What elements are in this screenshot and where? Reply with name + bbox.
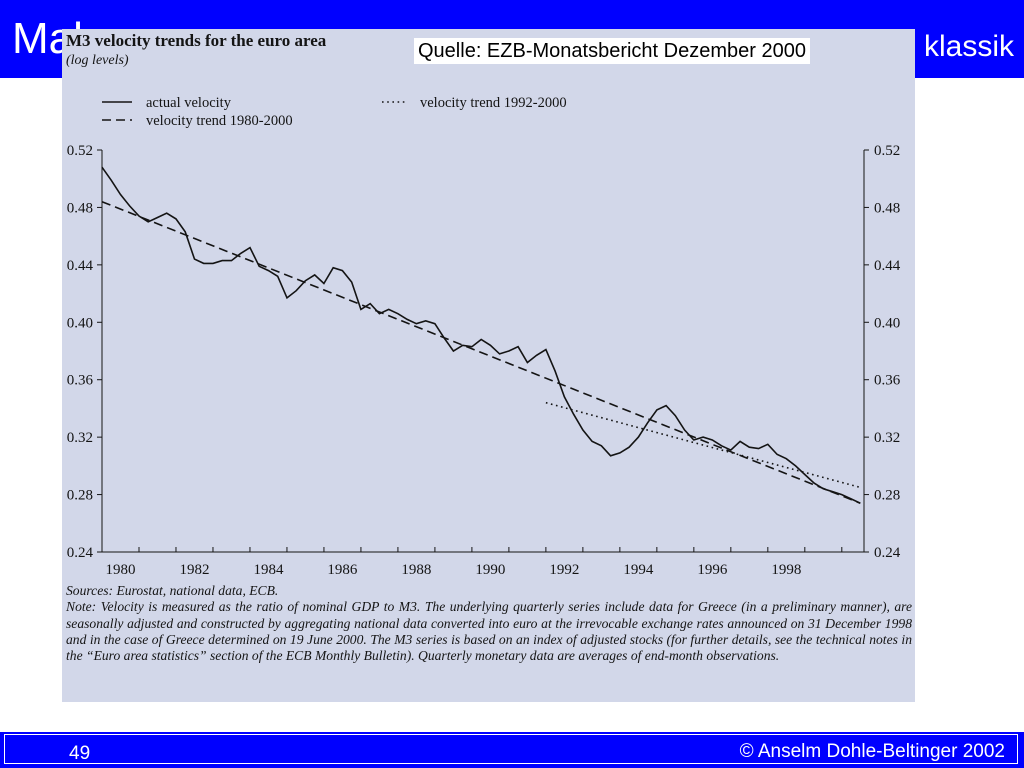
y-tick-label-right: 0.40 bbox=[874, 315, 900, 331]
x-tick-label: 1992 bbox=[549, 562, 579, 578]
chart-title: M3 velocity trends for the euro area bbox=[66, 31, 327, 50]
slide-title-right: klassik bbox=[923, 30, 1014, 63]
y-tick-label-left: 0.44 bbox=[67, 258, 94, 274]
y-tick-label-left: 0.28 bbox=[67, 488, 93, 504]
copyright-text: © Anselm Dohle-Beltinger 2002 bbox=[739, 741, 1005, 762]
y-tick-label-right: 0.36 bbox=[874, 373, 901, 389]
y-tick-label-left: 0.36 bbox=[67, 373, 94, 389]
y-tick-label-left: 0.48 bbox=[67, 200, 93, 216]
y-tick-label-left: 0.40 bbox=[67, 315, 93, 331]
legend-label-2: velocity trend 1980-2000 bbox=[146, 113, 293, 129]
legend-label-1: actual velocity bbox=[146, 95, 232, 111]
notes-explanation: Note: Velocity is measured as the ratio … bbox=[66, 599, 912, 664]
footer-frame: 49 © Anselm Dohle-Beltinger 2002 bbox=[4, 734, 1018, 764]
x-tick-label: 1996 bbox=[697, 562, 728, 578]
x-tick-label: 1980 bbox=[105, 562, 135, 578]
chart-subtitle: (log levels) bbox=[66, 53, 129, 68]
legend-label-3: velocity trend 1992-2000 bbox=[420, 95, 567, 111]
page-number: 49 bbox=[69, 743, 91, 764]
y-tick-label-right: 0.52 bbox=[874, 143, 900, 159]
y-tick-label-right: 0.24 bbox=[874, 545, 901, 561]
x-tick-label: 1994 bbox=[623, 562, 654, 578]
y-tick-label-right: 0.48 bbox=[874, 200, 900, 216]
x-tick-label: 1984 bbox=[253, 562, 283, 578]
slide-footer-bar: 49 © Anselm Dohle-Beltinger 2002 bbox=[0, 732, 1024, 768]
x-tick-label: 1990 bbox=[475, 562, 505, 578]
y-tick-label-left: 0.32 bbox=[67, 430, 93, 446]
x-tick-label: 1982 bbox=[179, 562, 209, 578]
chart-figure: 0.24 0.24 0.28 0.28 0.32 0.32 0.36 0.36 0.40 0.40… bbox=[62, 29, 915, 702]
series-line-1 bbox=[101, 166, 861, 504]
notes-sources: Sources: Eurostat, national data, ECB. bbox=[66, 583, 279, 598]
x-tick-label: 1998 bbox=[771, 562, 801, 578]
y-tick-label-right: 0.28 bbox=[874, 488, 900, 504]
y-tick-label-left: 0.52 bbox=[67, 143, 93, 159]
velocity-chart: 0.24 0.24 0.28 0.28 0.32 0.32 0.36 0.36 0.40 0.40… bbox=[67, 95, 901, 578]
y-tick-label-right: 0.44 bbox=[874, 258, 901, 274]
x-tick-label: 1986 bbox=[327, 562, 358, 578]
chart-notes: Sources: Eurostat, national data, ECB. N… bbox=[66, 583, 912, 664]
y-tick-label-right: 0.32 bbox=[874, 430, 900, 446]
x-tick-label: 1988 bbox=[401, 562, 431, 578]
series-line-3 bbox=[545, 401, 861, 489]
series-line-2 bbox=[101, 200, 861, 504]
source-label: Quelle: EZB-Monatsbericht Dezember 2000 bbox=[414, 38, 810, 64]
y-tick-label-left: 0.24 bbox=[67, 545, 94, 561]
